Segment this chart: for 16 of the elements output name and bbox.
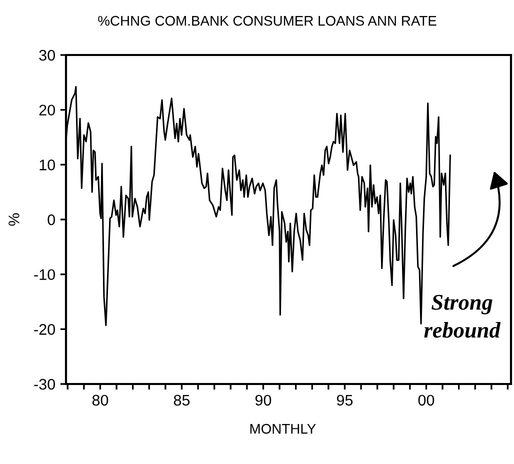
x-tick-label: 85	[174, 394, 190, 406]
y-tick-label: 20	[39, 104, 55, 116]
x-tick-label: 95	[336, 394, 353, 406]
y-axis-title: %	[8, 213, 20, 226]
x-tick-label: 00	[418, 394, 434, 406]
x-tick-label: 90	[255, 394, 272, 406]
y-tick-label: 10	[40, 160, 55, 170]
x-axis-title: MONTHLY	[250, 424, 316, 434]
chart-title: %CHNG COM.BANK CONSUMER LOANS ANN RATE	[98, 16, 436, 26]
y-tick-label: -20	[34, 324, 55, 335]
x-tick-label: 80	[92, 394, 108, 406]
y-tick-label: 30	[39, 50, 55, 61]
y-tick-label: 0	[48, 214, 55, 226]
y-tick-label: -10	[34, 269, 55, 280]
annotation: Strong rebound	[424, 294, 501, 338]
y-tick-label: -30	[34, 378, 55, 390]
